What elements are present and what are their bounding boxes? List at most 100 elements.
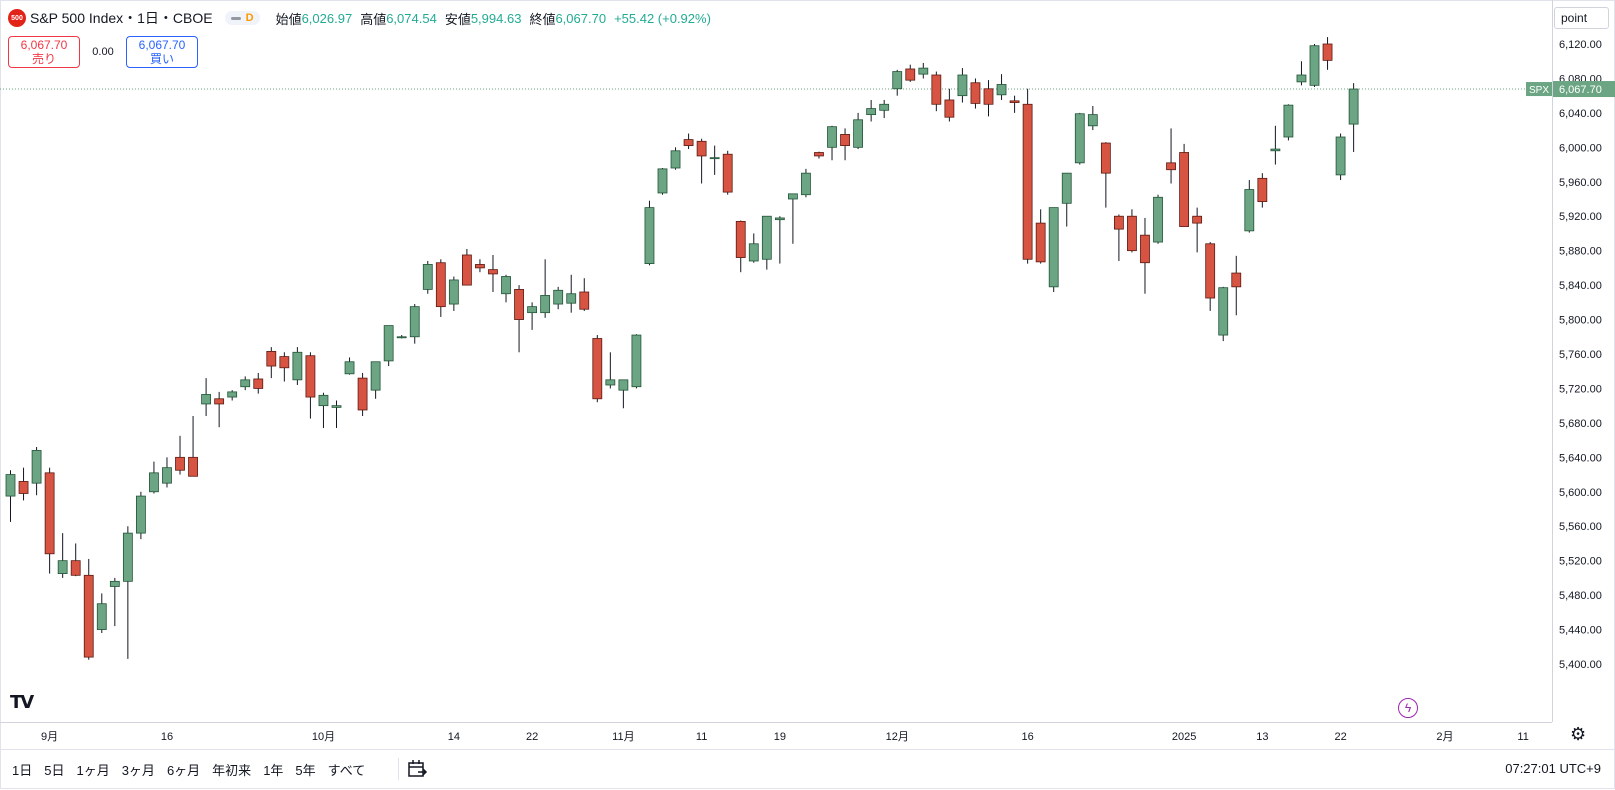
range-button[interactable]: 1日 [12, 763, 33, 778]
candle-body [944, 99, 955, 118]
last-price-label: 6,067.70 [1559, 84, 1602, 96]
candle-body [135, 495, 146, 534]
open-label: 始値 [275, 11, 302, 27]
price-tick-label: 5,680.00 [1559, 418, 1602, 430]
legend: 500 S&P 500 Index・1日・CBOE D 始値 6,026.97 … [8, 8, 711, 28]
price-axis[interactable]: 5,400.00 5,440.00 5,480.00 5,520.00 5,560.00… [1552, 0, 1615, 722]
minus-icon [230, 16, 241, 20]
candle-body [1166, 162, 1176, 171]
price-tick-label: 5,480.00 [1559, 590, 1602, 602]
gear-icon[interactable]: ⚙ [1570, 724, 1587, 744]
time-axis[interactable]: 9月 16 10月 14 22 11月 11 19 12月 16 2025 13 22 2月 11 [0, 722, 1552, 749]
range-button[interactable]: 1ヶ月 [76, 763, 110, 778]
candle-body [605, 379, 616, 386]
buy-button[interactable]: 6,067.70 買い [126, 36, 198, 68]
range-button[interactable]: 5年 [295, 763, 316, 778]
candle-body [879, 103, 890, 111]
candle-body [579, 291, 590, 310]
candle-body [618, 379, 629, 391]
time-tick-label: 2025 [1172, 731, 1196, 743]
candle-body [657, 168, 668, 194]
price-tick-label: 6,120.00 [1559, 39, 1602, 51]
candle-body [1127, 215, 1137, 252]
candle-body [1231, 272, 1242, 288]
candle-body [748, 243, 759, 262]
candle-body [722, 153, 733, 193]
candle-body [344, 361, 355, 375]
candle-body [461, 254, 472, 286]
bottom-toolbar: 1日 5日 1ヶ月 3ヶ月 6ヶ月 年初来 1年 5年 すべて 07:27:01 UTC+9 [0, 749, 1615, 790]
sell-label: 売り [31, 52, 56, 66]
lightning-icon[interactable]: ϟ [1398, 698, 1418, 718]
time-tick-label: 22 [1334, 731, 1346, 743]
range-button[interactable]: 年初来 [212, 763, 252, 778]
price-tick-label: 5,760.00 [1559, 349, 1602, 361]
axis-unit-button[interactable]: point [1554, 7, 1609, 29]
candle-body [1218, 287, 1229, 336]
high-value: 6,074.54 [386, 10, 437, 26]
plot-area[interactable]: SPX [0, 0, 1552, 722]
candle-body [514, 289, 524, 320]
candle-body [253, 378, 264, 389]
candle-body [188, 456, 198, 477]
clock[interactable]: 07:27:01 UTC+9 [1505, 761, 1601, 776]
candle-body [1114, 215, 1124, 230]
candle-body [696, 140, 707, 157]
trade-panel: 6,067.70 売り 0.00 6,067.70 買い [8, 36, 198, 68]
candle-body [422, 264, 433, 290]
sell-button[interactable]: 6,067.70 売り [8, 36, 80, 68]
candle-body [1074, 113, 1085, 164]
candle-body [1309, 45, 1320, 86]
candle-body [109, 580, 120, 587]
symbol-badge[interactable]: 500 [8, 9, 26, 27]
range-button[interactable]: 1年 [263, 763, 284, 778]
tradingview-logo-icon[interactable]: TV [10, 692, 34, 713]
time-tick-label: 11月 [612, 731, 634, 743]
candle-body [1244, 189, 1255, 232]
low-value: 5,994.63 [470, 10, 522, 26]
range-button[interactable]: すべて [327, 763, 366, 778]
price-tick-label: 5,960.00 [1559, 177, 1602, 189]
candle-body [1048, 207, 1059, 288]
price-tick-label: 6,000.00 [1559, 142, 1602, 154]
range-selector: 1日 5日 1ヶ月 3ヶ月 6ヶ月 年初来 1年 5年 すべて [12, 760, 377, 779]
range-button[interactable]: 5日 [44, 763, 65, 778]
time-tick-label: 13 [1256, 731, 1268, 743]
candle-body [1035, 222, 1046, 263]
calendar-goto-icon[interactable] [406, 758, 428, 780]
candle-body [31, 450, 42, 484]
candle-body [292, 351, 303, 381]
candle-body [149, 472, 159, 493]
time-tick-label: 22 [526, 731, 538, 743]
candle-body [279, 356, 290, 369]
price-tick-label: 6,040.00 [1559, 108, 1602, 120]
candle-body [957, 74, 968, 97]
low-label: 安値 [444, 11, 471, 27]
candle-body [801, 172, 811, 196]
candle-body [1009, 100, 1020, 103]
close-label: 終値 [529, 11, 556, 27]
market-status-pill[interactable]: D [224, 11, 260, 25]
candle-body [527, 306, 537, 314]
spread-value: 0.00 [92, 46, 114, 58]
candle-body [735, 220, 746, 258]
candle-body [448, 279, 459, 305]
candle-body [44, 472, 55, 555]
candle-body [1061, 172, 1072, 204]
candle-body [1257, 177, 1268, 202]
candle-body [996, 84, 1007, 96]
candle-body [201, 394, 212, 405]
price-tick-label: 5,840.00 [1559, 280, 1602, 292]
candle-body [1270, 148, 1281, 152]
candle-body [488, 269, 498, 275]
buy-label: 買い [149, 52, 174, 66]
symbol-title[interactable]: S&P 500 Index・1日・CBOE [30, 10, 213, 26]
time-tick-label: 10月 [312, 731, 335, 743]
candle-body [122, 532, 133, 582]
candle-body [1348, 88, 1359, 125]
range-button[interactable]: 6ヶ月 [166, 763, 201, 778]
candle-body [1335, 136, 1346, 176]
candle-body [553, 289, 564, 305]
candle-body [5, 474, 16, 497]
range-button[interactable]: 3ヶ月 [121, 763, 155, 778]
